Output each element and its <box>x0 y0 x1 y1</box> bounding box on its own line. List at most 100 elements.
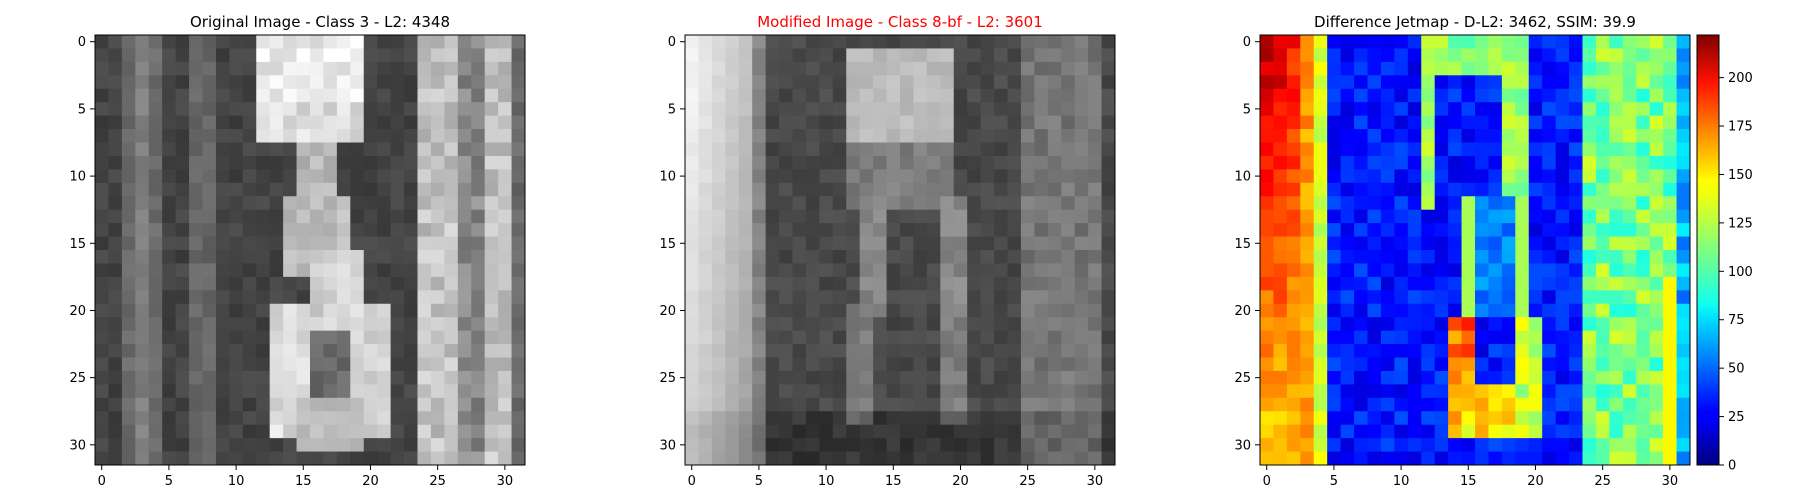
original-pixel <box>444 142 459 157</box>
difference-pixel <box>1542 411 1557 426</box>
difference-pixel <box>1461 115 1476 130</box>
modified-pixel <box>1020 196 1035 211</box>
difference-pixel <box>1676 250 1691 264</box>
modified-pixel <box>953 209 968 224</box>
modified-pixel <box>792 102 807 117</box>
modified-pixel <box>765 438 780 452</box>
modified-pixel <box>1088 223 1102 237</box>
difference-pixel <box>1595 397 1610 412</box>
difference-pixel <box>1649 250 1664 264</box>
y-tick-label: 30 <box>69 438 86 453</box>
original-pixel <box>484 451 499 466</box>
original-pixel <box>417 317 432 332</box>
modified-pixel <box>873 317 887 332</box>
modified-pixel <box>711 209 726 224</box>
difference-pixel <box>1300 411 1315 426</box>
original-pixel <box>189 303 203 318</box>
difference-pixel <box>1663 263 1677 278</box>
difference-pixel <box>1300 330 1315 345</box>
original-pixel <box>444 276 459 291</box>
difference-pixel <box>1313 250 1328 264</box>
modified-pixel <box>900 155 914 170</box>
modified-pixel <box>980 223 995 237</box>
difference-pixel <box>1488 370 1503 385</box>
modified-pixel <box>698 290 713 305</box>
original-pixel <box>417 397 432 412</box>
original-pixel <box>457 102 472 117</box>
original-pixel <box>256 344 271 358</box>
original-pixel <box>336 61 351 76</box>
modified-pixel <box>886 370 901 385</box>
modified-pixel <box>698 451 713 466</box>
modified-pixel <box>792 88 807 103</box>
original-pixel <box>404 169 418 184</box>
difference-pixel <box>1300 75 1315 90</box>
difference-pixel <box>1636 75 1651 90</box>
modified-pixel <box>779 370 793 385</box>
difference-pixel <box>1595 330 1610 345</box>
difference-pixel <box>1595 169 1610 184</box>
difference-pixel <box>1663 129 1677 143</box>
original-pixel <box>108 236 123 251</box>
original-pixel <box>377 61 392 76</box>
modified-pixel <box>1074 263 1089 278</box>
difference-pixel <box>1555 169 1570 184</box>
modified-pixel <box>738 182 753 197</box>
original-pixel <box>430 35 445 49</box>
modified-pixel <box>752 102 767 117</box>
modified-pixel <box>685 397 699 412</box>
difference-pixel <box>1380 344 1395 358</box>
original-pixel <box>135 209 150 224</box>
modified-pixel <box>994 290 1008 305</box>
difference-pixel <box>1421 35 1436 49</box>
modified-pixel <box>711 438 726 452</box>
original-pixel <box>121 236 136 251</box>
difference-pixel <box>1421 223 1436 237</box>
difference-pixel <box>1434 48 1449 63</box>
original-pixel <box>202 115 217 130</box>
modified-pixel <box>1034 142 1049 157</box>
original-pixel <box>350 155 365 170</box>
modified-pixel <box>859 263 874 278</box>
modified-pixel <box>926 75 941 90</box>
difference-pixel <box>1286 344 1301 358</box>
modified-pixel <box>980 115 995 130</box>
original-pixel <box>202 48 217 63</box>
modified-pixel <box>940 75 955 90</box>
original-pixel <box>417 129 432 143</box>
modified-pixel <box>1034 182 1049 197</box>
difference-pixel <box>1300 102 1315 117</box>
difference-pixel <box>1407 250 1422 264</box>
modified-pixel <box>873 48 887 63</box>
original-pixel <box>215 397 230 412</box>
original-pixel <box>323 142 338 157</box>
difference-pixel <box>1649 370 1664 385</box>
difference-pixel <box>1649 384 1664 399</box>
modified-pixel <box>859 209 874 224</box>
modified-pixel <box>819 250 834 264</box>
difference-pixel <box>1663 438 1677 452</box>
modified-pixel <box>752 290 767 305</box>
difference-pixel <box>1501 303 1516 318</box>
difference-pixel <box>1434 75 1449 90</box>
difference-pixel <box>1300 438 1315 452</box>
difference-pixel <box>1609 397 1624 412</box>
modified-pixel <box>1007 370 1022 385</box>
y-tick-label: 5 <box>668 102 676 117</box>
difference-pixel <box>1622 209 1637 224</box>
modified-pixel <box>926 276 941 291</box>
difference-pixel <box>1260 88 1274 103</box>
difference-pixel <box>1434 236 1449 251</box>
modified-pixel <box>980 411 995 426</box>
modified-pixel <box>926 102 941 117</box>
original-pixel <box>498 155 512 170</box>
original-pixel <box>323 424 338 439</box>
modified-pixel <box>1088 129 1102 143</box>
difference-pixel <box>1636 236 1651 251</box>
difference-pixel <box>1636 303 1651 318</box>
modified-pixel <box>779 290 793 305</box>
difference-pixel <box>1407 330 1422 345</box>
modified-pixel <box>792 370 807 385</box>
difference-pixel <box>1622 88 1637 103</box>
